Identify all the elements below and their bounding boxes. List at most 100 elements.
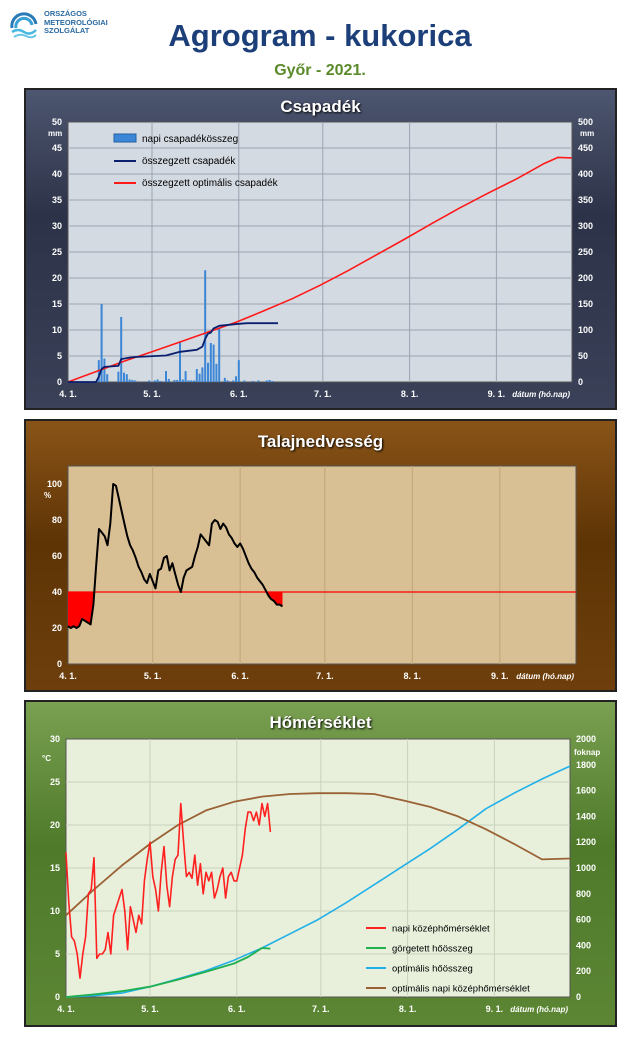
y2-tick-label: 200 bbox=[576, 966, 591, 976]
precip-bar bbox=[167, 378, 170, 382]
y2-tick-label: 150 bbox=[578, 299, 593, 309]
precip-bar bbox=[271, 380, 274, 382]
precip-bar bbox=[215, 363, 218, 382]
precip-bar bbox=[237, 360, 240, 382]
rolling-heat-line bbox=[65, 947, 271, 998]
precip-bar bbox=[159, 380, 162, 382]
y-axis-unit: °C bbox=[42, 754, 51, 763]
precip-bar bbox=[131, 379, 134, 382]
y-tick-label: 25 bbox=[50, 777, 60, 787]
y2-tick-label: 600 bbox=[576, 915, 591, 925]
x-axis-label: dátum (hó.nap) bbox=[510, 1005, 568, 1014]
y-tick-label: 10 bbox=[50, 906, 60, 916]
precip-bar bbox=[181, 379, 184, 382]
omsz-logo-icon bbox=[10, 12, 38, 39]
y2-tick-label: 2000 bbox=[576, 734, 596, 744]
precip-bar bbox=[235, 376, 237, 382]
precip-bar bbox=[218, 327, 221, 382]
precip-bar bbox=[193, 380, 195, 382]
logo-line1: ORSZÁGOS bbox=[44, 9, 87, 18]
soil-moisture-chart: 4. 1. 5. 1. 6. 1. 7. 1. 8. 1. 9. 1. dátum (hó.… bbox=[44, 465, 577, 681]
precip-bar bbox=[243, 380, 246, 382]
legend-swatch-precip bbox=[113, 133, 137, 143]
precip-bar bbox=[198, 373, 201, 382]
precip-bar bbox=[190, 380, 193, 382]
precip-bar bbox=[201, 367, 204, 382]
y-tick-label: 0 bbox=[57, 377, 62, 387]
temperature-title: Hőmérséklet bbox=[269, 713, 372, 732]
y2-tick-label: 100 bbox=[578, 325, 593, 335]
precip-bar bbox=[265, 380, 268, 382]
y2-tick-label: 350 bbox=[578, 195, 593, 205]
y-tick-label: 45 bbox=[52, 143, 62, 153]
omsz-logo-text: ORSZÁGOS METEOROLÓGIAI SZOLGÁLAT bbox=[44, 9, 108, 36]
precipitation-panel: Csapadék 4. 1. 5. 1. 6. 1. 7. 1. 8. 1. 9. 1. d… bbox=[24, 88, 617, 410]
x-tick-label: 6. 1. bbox=[230, 389, 248, 399]
precip-bar bbox=[176, 379, 179, 382]
y2-tick-label: 1400 bbox=[576, 811, 596, 821]
y-tick-label: 40 bbox=[52, 169, 62, 179]
x-tick-label: 7. 1. bbox=[312, 1004, 330, 1014]
x-tick-label: 8. 1. bbox=[404, 671, 422, 681]
precip-bar bbox=[128, 379, 131, 382]
y2-tick-label: 500 bbox=[578, 117, 593, 127]
daily-temp-line bbox=[65, 802, 272, 979]
legend-label: napi csapadékösszeg bbox=[142, 134, 238, 145]
y-tick-label: 80 bbox=[52, 515, 62, 525]
y-tick-label: 20 bbox=[52, 273, 62, 283]
y2-axis-unit: mm bbox=[580, 129, 594, 138]
y2-tick-label: 400 bbox=[576, 940, 591, 950]
x-tick-label: 9. 1. bbox=[488, 389, 506, 399]
y-tick-label: 20 bbox=[50, 820, 60, 830]
temperature-panel: Hőmérséklet 4. 1. 5. 1. 6. 1. 7. 1. 8. 1. 9. … bbox=[24, 700, 617, 1027]
precip-bar bbox=[123, 372, 125, 382]
precip-bar bbox=[223, 377, 226, 382]
logo-line3: SZOLGÁLAT bbox=[44, 26, 90, 35]
y-tick-label: 15 bbox=[52, 299, 62, 309]
y2-tick-label: 800 bbox=[576, 889, 591, 899]
x-tick-label: 4. 1. bbox=[59, 389, 77, 399]
precip-bar bbox=[187, 380, 190, 382]
precip-bar bbox=[226, 380, 229, 382]
precip-bar bbox=[207, 362, 209, 382]
precip-bar bbox=[134, 380, 137, 382]
precip-bar bbox=[117, 371, 120, 382]
y-tick-label: 30 bbox=[50, 734, 60, 744]
x-tick-label: 5. 1. bbox=[144, 671, 162, 681]
x-tick-label: 7. 1. bbox=[316, 671, 334, 681]
y-tick-label: 0 bbox=[55, 992, 60, 1002]
y-axis-unit: mm bbox=[48, 129, 62, 138]
y2-tick-label: 1000 bbox=[576, 863, 596, 873]
precip-bar bbox=[212, 344, 215, 382]
x-tick-label: 4. 1. bbox=[59, 671, 77, 681]
soil-moisture-line bbox=[67, 483, 284, 629]
y-tick-label: 0 bbox=[57, 659, 62, 669]
precip-bar bbox=[148, 380, 151, 382]
legend-label: optimális napi középhőmérséklet bbox=[392, 984, 530, 995]
x-tick-label: 8. 1. bbox=[401, 389, 419, 399]
x-tick-label: 7. 1. bbox=[314, 389, 332, 399]
y2-tick-label: 0 bbox=[578, 377, 583, 387]
y2-tick-label: 0 bbox=[576, 992, 581, 1002]
precip-bar bbox=[195, 369, 198, 382]
deficit-area bbox=[266, 592, 283, 607]
legend-label: görgetett hőösszeg bbox=[392, 944, 473, 955]
y2-tick-label: 1200 bbox=[576, 837, 596, 847]
x-tick-label: 5. 1. bbox=[143, 389, 161, 399]
y-tick-label: 50 bbox=[52, 117, 62, 127]
legend-label: napi középhőmérséklet bbox=[392, 924, 490, 935]
temperature-chart: 4. 1. 5. 1. 6. 1. 7. 1. 8. 1. 9. 1. dátum (hó.… bbox=[42, 734, 600, 1014]
precip-bar bbox=[179, 341, 181, 382]
precipitation-chart: 4. 1. 5. 1. 6. 1. 7. 1. 8. 1. 9. 1. dátum (hó.… bbox=[48, 117, 594, 399]
precip-bar bbox=[120, 317, 123, 382]
omsz-logo: ORSZÁGOS METEOROLÓGIAI SZOLGÁLAT bbox=[8, 9, 128, 50]
precip-bar bbox=[184, 371, 187, 382]
y2-tick-label: 300 bbox=[578, 221, 593, 231]
precip-bar bbox=[106, 374, 109, 382]
x-tick-label: 4. 1. bbox=[57, 1004, 75, 1014]
logo-line2: METEOROLÓGIAI bbox=[44, 17, 108, 27]
precip-bar bbox=[173, 379, 176, 382]
page-subtitle: Győr - 2021. bbox=[274, 62, 366, 79]
y2-tick-label: 400 bbox=[578, 169, 593, 179]
precip-bar bbox=[156, 379, 159, 382]
